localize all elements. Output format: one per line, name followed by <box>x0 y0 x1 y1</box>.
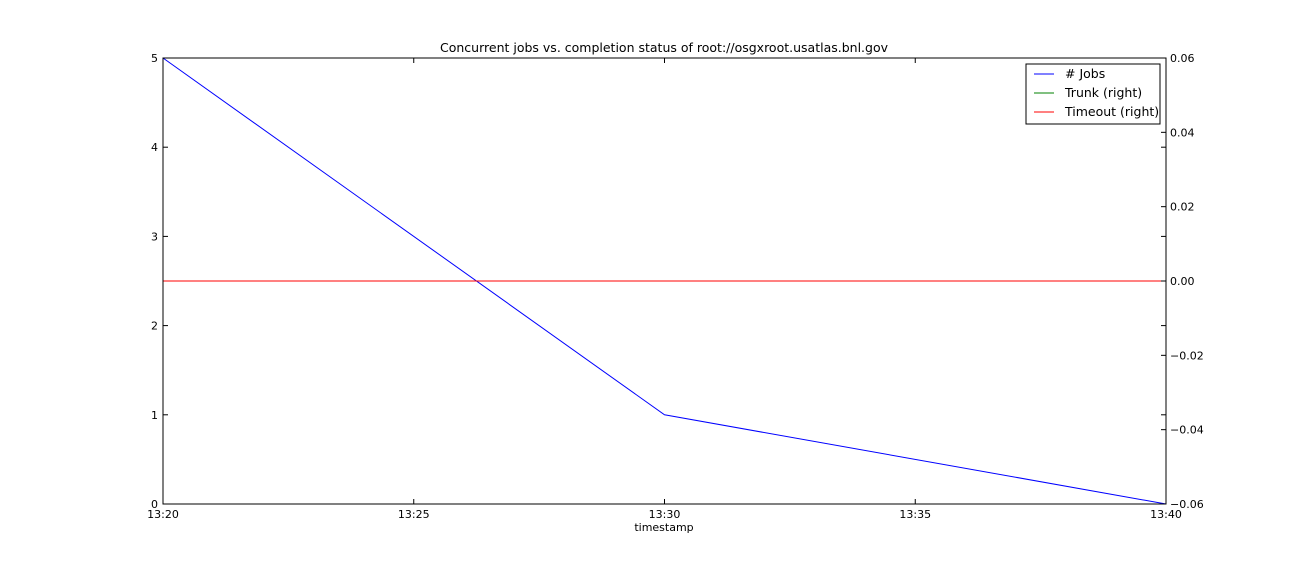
x-axis-label: timestamp <box>634 521 693 534</box>
left-tick-label: 2 <box>151 320 158 333</box>
x-tick-label: 13:25 <box>398 508 430 521</box>
right-tick-label: −0.04 <box>1170 424 1204 437</box>
right-tick-label: −0.02 <box>1170 349 1204 362</box>
series-line-0 <box>162 57 1167 505</box>
chart-title: Concurrent jobs vs. completion status of… <box>440 40 889 55</box>
legend: # Jobs Trunk (right) Timeout (right) <box>1025 63 1161 125</box>
left-tick-label: 1 <box>151 409 158 422</box>
x-tick-label: 13:30 <box>649 508 681 521</box>
left-tick-label: 0 <box>151 498 158 511</box>
right-tick-label: 0.04 <box>1170 126 1195 139</box>
right-y-axis: −0.06 −0.04 −0.02 0.00 0.02 0.04 0.06 <box>1161 52 1204 511</box>
x-tick-label: 13:20 <box>147 508 179 521</box>
right-tick-label: 0.06 <box>1170 52 1195 65</box>
legend-label: Trunk (right) <box>1064 85 1142 100</box>
legend-label: # Jobs <box>1065 66 1105 81</box>
x-tick-label: 13:40 <box>1150 508 1182 521</box>
left-tick-label: 5 <box>151 52 158 65</box>
chart-marks <box>162 57 1167 505</box>
right-tick-label: 0.00 <box>1170 275 1195 288</box>
legend-label: Timeout (right) <box>1064 104 1159 119</box>
left-tick-label: 4 <box>151 141 158 154</box>
right-tick-label: 0.02 <box>1170 201 1195 214</box>
right-tick-label: −0.06 <box>1170 498 1204 511</box>
x-tick-label: 13:35 <box>899 508 931 521</box>
left-tick-label: 3 <box>151 230 158 243</box>
x-axis: 13:20 13:25 13:30 13:35 13:40 <box>147 58 1182 521</box>
left-y-axis: 0 1 2 3 4 5 <box>151 52 1166 511</box>
